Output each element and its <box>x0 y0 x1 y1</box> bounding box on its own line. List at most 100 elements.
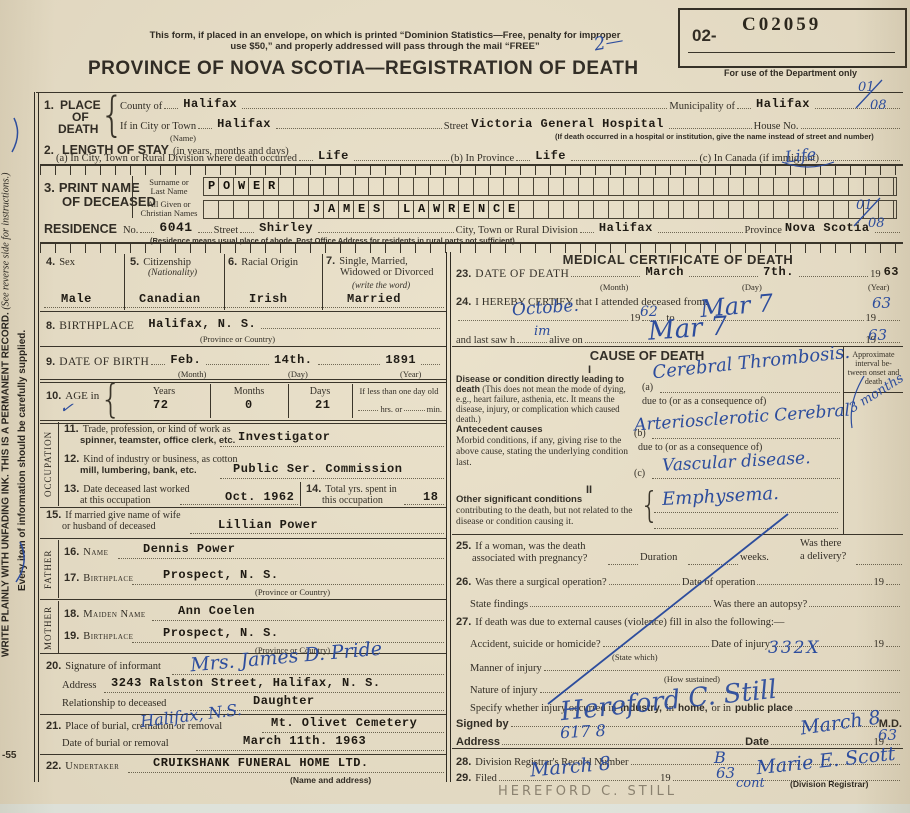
s16-label: 16. Name <box>64 546 109 558</box>
column-divider <box>446 252 451 782</box>
residence-prov-label: Province <box>744 225 782 236</box>
given-names-value: JAMES LAWRENCE <box>313 202 524 216</box>
s2-row: (a) In City, Town or Rural Division wher… <box>56 148 902 164</box>
dept-caption: For use of the Department only <box>723 68 857 78</box>
hand-01-b: 01 <box>856 198 873 213</box>
cause-c-pre: (c) <box>634 468 646 479</box>
signed-by-label: Signed by <box>456 718 509 730</box>
s2-title: LENGTH OF STAY <box>62 143 169 157</box>
margin-note-bold: WRITE PLAINLY WITH UNFADING INK. THIS IS… <box>0 312 12 658</box>
s12-label: 12. Kind of industry or business, as cott… <box>64 453 238 477</box>
hand-08-b: 08 <box>868 216 885 231</box>
s25-label: 25. If a woman, was the death associated … <box>456 540 588 564</box>
sex-value: Male <box>61 292 92 306</box>
s24-label: 24. I HEREBY CERTIFY that I attended dece… <box>456 296 709 308</box>
s27-spec3: or in <box>711 703 732 714</box>
s27-inj-label: Date of injury <box>711 639 771 650</box>
margin-note2-vertical: Every item of information should be care… <box>15 180 30 740</box>
s20-label: 20. Signature of informant <box>46 660 161 672</box>
father-side-label: FATHER <box>43 549 53 589</box>
cause-b-pre: (b) <box>634 428 646 439</box>
form-number: -55 <box>2 750 17 761</box>
department-box: 02- C02059 <box>678 8 907 68</box>
last-saw-date-hand: Mar 7 <box>647 311 729 347</box>
s19-sub: (Province or Country) <box>255 645 331 655</box>
mail-note-line2: use $50,” and properly addressed will pa… <box>230 41 540 52</box>
age-checkmark: ✓ <box>58 397 75 418</box>
s27-spec-b2: home, <box>678 703 708 714</box>
residence-row: RESIDENCE No. 6041 Street Shirley City, … <box>44 220 902 236</box>
cause-disease-label: Disease or condition directly leading to… <box>456 374 626 424</box>
s2a-value: Life <box>318 149 349 163</box>
s1-l3: DEATH <box>58 122 99 136</box>
s15-label: 15. If married give name of wife or husba… <box>46 509 181 533</box>
dept-prefix: 02- <box>692 26 717 45</box>
s9-row: 9. DATE OF BIRTH Feb. 14th. 1891 <box>46 352 442 368</box>
s9-day-sub: (Day) <box>288 369 308 379</box>
informant-relationship: Daughter <box>253 694 315 708</box>
years-in-occupation-value: 18 <box>423 490 439 504</box>
dod-month: March <box>645 265 684 279</box>
form-left-border <box>34 92 39 782</box>
filed-year-hand: 63 <box>716 764 736 782</box>
s23-day-sub: (Day) <box>742 282 762 292</box>
s29-label: Filed <box>475 773 497 784</box>
days-label: Days <box>309 386 331 397</box>
last-saw-year-hand: 63 <box>868 326 888 344</box>
municipality-label: Municipality of <box>669 101 736 112</box>
s27-nature-label: Nature of injury <box>470 685 538 696</box>
s26-row1: 26. Was there a surgical operation? Date … <box>456 572 902 588</box>
last-saw-l1: and last saw h <box>456 335 516 346</box>
address-row: Address Date 19 <box>456 732 902 748</box>
dod-day: 7th. <box>763 265 794 279</box>
hand-01-a: 01 <box>858 80 875 95</box>
signed-row: Signed by M.D. <box>456 714 902 730</box>
s8-row: 8. BIRTHPLACE Halifax, N. S. <box>46 316 442 332</box>
s1-row2: If in City or Town Halifax Street Victor… <box>120 116 902 132</box>
street-label: Street <box>443 121 469 132</box>
registrar-note-hand: cont <box>736 776 765 791</box>
s29-sub: (Division Registrar) <box>790 779 869 789</box>
s27-row5: Specify whether injury occurred in indus… <box>470 698 902 714</box>
s26-row2: State findings Was there an autopsy? <box>470 594 902 610</box>
years-label: Years <box>152 386 176 397</box>
s10-brace: { <box>100 377 122 423</box>
s24-row3: and last saw h alive on 19 <box>456 330 902 346</box>
s8-sub: (Province or Country) <box>200 334 276 344</box>
sgn-date-label: Date <box>745 736 770 748</box>
s23-row: 23. DATE OF DEATH March 7th. 19 63 <box>456 265 899 280</box>
record-number-hand: B <box>714 748 726 767</box>
name-sub: (Name) <box>170 133 196 143</box>
s1-l2: OF <box>72 110 89 124</box>
s27-row2: Accident, suicide or homicide? Date of i… <box>470 634 902 650</box>
father-name-value: Dennis Power <box>143 542 236 556</box>
given-names-label: All Given or Christian Names <box>140 199 198 218</box>
mail-note-line1: This form, if placed in an envelope, on … <box>149 30 621 41</box>
residence-label: RESIDENCE <box>44 222 117 236</box>
s28-label: Division Registrar's Record Number <box>475 757 629 768</box>
cause-due1: due to (or as a consequence of) <box>642 396 767 407</box>
s26-label: Was there a surgical operation? <box>475 577 607 588</box>
citizenship-value: Canadian <box>139 292 201 306</box>
s22-label: 22. Undertaker <box>46 760 120 772</box>
s27-manner-label: Manner of injury <box>470 663 542 674</box>
dob-label: DATE OF BIRTH <box>59 356 150 368</box>
county-label: County of <box>120 101 163 112</box>
burial-date-value: March 11th. 1963 <box>243 734 367 748</box>
s28-row: 28. Division Registrar's Record Number <box>456 752 902 768</box>
hand-08-a: 08 <box>870 98 887 113</box>
cause-other-brace: { <box>640 484 660 527</box>
s27-spec-b3: public place <box>735 703 793 714</box>
s2b-value: Life <box>535 149 567 163</box>
surname-label: Surname or Last Name <box>149 177 189 196</box>
birthplace-label: BIRTHPLACE <box>59 320 135 332</box>
last-worked-value: Oct. 1962 <box>225 490 295 504</box>
s21-date-label: Date of burial or removal <box>62 738 169 749</box>
scan-edge <box>0 804 910 813</box>
cause-part2: II <box>586 484 593 496</box>
comb-separator-2 <box>40 242 903 253</box>
informant-signature: Mrs. James D. Pride <box>189 637 383 677</box>
s24-y19b: 19 <box>865 313 877 324</box>
s5-label: 5. Citizenship <box>130 256 192 268</box>
